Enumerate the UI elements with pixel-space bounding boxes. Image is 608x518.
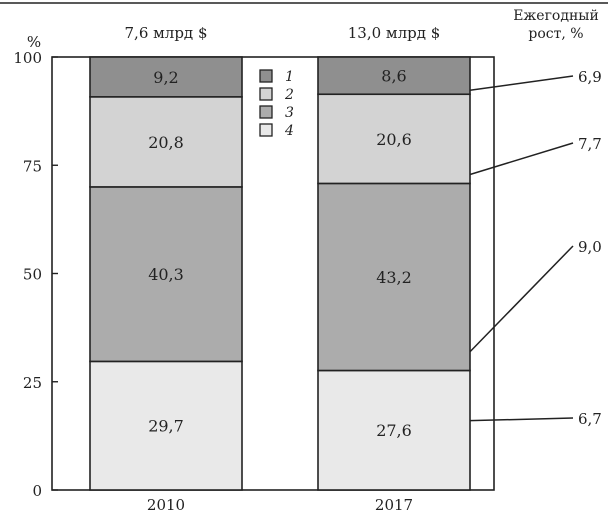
- bar-segment: [89, 360, 243, 491]
- bar-segment: [89, 96, 243, 188]
- growth-value: 6,9: [578, 68, 602, 86]
- y-tick-label: 25: [23, 374, 42, 392]
- bars-layer: 29,7 40,3 20,8 9,2 2010 27,6 43,2 20,6 8,6 2017: [89, 56, 471, 514]
- bar-total-label: 7,6 млрд $: [125, 24, 208, 42]
- header-layer: 7,6 млрд $ 13,0 млрд $ Ежегодный рост, %: [125, 8, 599, 42]
- growth-leader-line: [469, 142, 574, 176]
- legend-label: 3: [285, 105, 294, 121]
- bar-segment: [317, 369, 471, 491]
- bar-total-label: 13,0 млрд $: [348, 24, 441, 42]
- growth-annotations: 6,9 7,7 9,0 6,7: [469, 68, 602, 428]
- data-label: 29,7: [148, 417, 184, 436]
- growth-value: 9,0: [578, 238, 602, 256]
- growth-leader-line: [469, 75, 574, 91]
- y-unit-label: %: [27, 33, 41, 51]
- legend: 1 2 3 4: [259, 69, 294, 139]
- legend-label: 4: [284, 123, 294, 139]
- data-label: 9,2: [153, 68, 178, 87]
- legend-label: 2: [284, 87, 294, 103]
- legend-swatch: [259, 105, 273, 119]
- growth-title: Ежегодный: [513, 8, 599, 24]
- legend-swatch: [259, 69, 273, 83]
- data-label: 8,6: [381, 67, 406, 86]
- legend-label: 1: [285, 69, 294, 85]
- y-tick-label: 50: [23, 266, 42, 284]
- y-tick-label: 75: [23, 157, 42, 175]
- x-tick-label: 2017: [375, 496, 413, 514]
- bar-segment: [317, 182, 471, 372]
- growth-title-unit: рост, %: [528, 26, 583, 42]
- growth-value: 7,7: [578, 135, 602, 153]
- bar-segment: [89, 186, 243, 363]
- growth-leader-line: [469, 245, 574, 353]
- data-label: 20,6: [376, 130, 412, 149]
- bar-segment: [317, 93, 471, 185]
- data-label: 27,6: [376, 421, 412, 440]
- data-label: 20,8: [148, 133, 184, 152]
- bar-segment: [89, 56, 243, 98]
- y-ticks-layer: 0 25 50 75 100%: [13, 33, 58, 500]
- data-label: 43,2: [376, 268, 412, 287]
- bar-segment: [317, 56, 471, 96]
- legend-swatch: [259, 87, 273, 101]
- y-tick-label: 100: [13, 49, 42, 67]
- growth-value: 6,7: [578, 410, 602, 428]
- y-tick-label: 0: [32, 482, 42, 500]
- legend-swatch: [259, 123, 273, 137]
- data-label: 40,3: [148, 265, 184, 284]
- growth-leader-line: [469, 417, 574, 422]
- x-tick-label: 2010: [147, 496, 185, 514]
